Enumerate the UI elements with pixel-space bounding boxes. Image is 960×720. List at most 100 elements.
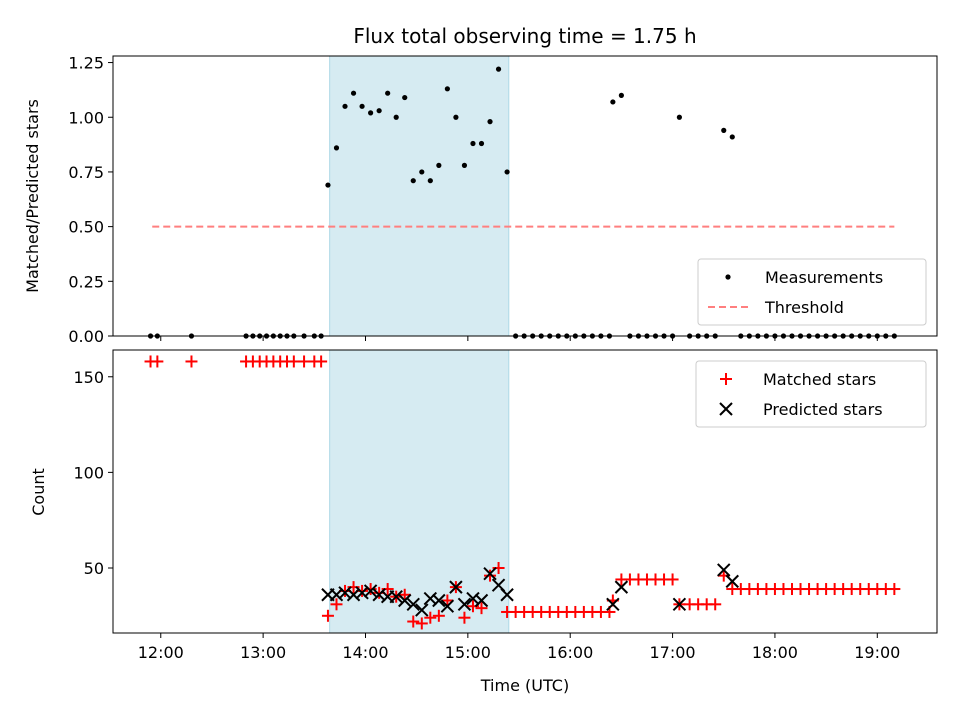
measurement-point (610, 99, 616, 105)
x-tick-label: 19:00 (854, 643, 900, 662)
x-tick-label: 13:00 (240, 643, 286, 662)
measurement-point (359, 103, 365, 109)
matched-star-point (888, 583, 901, 596)
legend-label-measurements: Measurements (765, 268, 883, 287)
legend-label-matched: Matched stars (763, 370, 876, 389)
measurement-point (618, 92, 624, 98)
matched-star-point (424, 611, 437, 624)
legend-marker-matched (720, 373, 732, 385)
measurement-point (495, 66, 502, 72)
matched-star-point (298, 355, 311, 368)
bottom-legend: Matched stars Predicted stars (695, 360, 927, 428)
top-y-tick-label: 1.00 (68, 108, 104, 127)
x-tick-label: 17:00 (650, 643, 696, 662)
top-y-tick-label: 0.75 (68, 163, 104, 182)
top-legend-box (697, 258, 927, 326)
measurement-point (402, 94, 408, 101)
x-axis-label: Time (UTC) (480, 676, 569, 695)
measurement-point (721, 127, 727, 133)
top-y-axis-label: Matched/Predicted stars (23, 99, 42, 293)
predicted-star-point (406, 597, 420, 612)
predicted-star-point (398, 593, 412, 608)
measurement-point (444, 86, 450, 92)
observing-window-shade-bottom (329, 350, 509, 633)
predicted-star-point (606, 597, 620, 612)
measurement-point (436, 162, 442, 168)
matched-star-point (185, 355, 198, 368)
x-tick-label: 12:00 (138, 643, 184, 662)
top-legend: Measurements Threshold (697, 258, 927, 326)
x-tick-label: 14:00 (342, 643, 388, 662)
measurement-point (504, 169, 510, 175)
bottom-y-tick-label: 100 (73, 463, 104, 482)
matched-star-point (432, 609, 445, 622)
predicted-star-point (483, 567, 497, 581)
measurement-point (487, 119, 493, 125)
predicted-star-point (449, 580, 463, 594)
x-tick-label: 18:00 (752, 643, 798, 662)
predicted-star-point (432, 593, 446, 608)
bottom-y-axis-label: Count (29, 468, 48, 516)
chart-title: Flux total observing time = 1.75 h (353, 24, 696, 48)
measurement-point (385, 90, 391, 96)
top-y-tick-label: 0.00 (68, 327, 104, 346)
measurement-point (410, 178, 416, 184)
measurement-point (350, 90, 357, 96)
measurement-point (368, 110, 374, 116)
predicted-star-point (474, 593, 489, 608)
matched-star-point (321, 609, 334, 622)
top-y-tick-label: 0.25 (68, 272, 104, 291)
predicted-star-point (440, 599, 455, 613)
top-y-tick-label: 0.50 (68, 218, 104, 237)
x-tick-label: 15:00 (445, 643, 491, 662)
measurement-point (729, 134, 735, 140)
measurement-point (325, 182, 331, 188)
measurement-point (453, 114, 459, 120)
matched-star-point (398, 588, 411, 601)
measurement-point (376, 108, 382, 114)
matched-star-point (666, 573, 679, 586)
predicted-star-point (457, 597, 472, 612)
matched-star-point (407, 615, 420, 628)
matched-star-point (415, 617, 428, 630)
top-plot-frame (112, 55, 938, 337)
measurement-point (427, 178, 433, 184)
measurement-point (461, 162, 468, 168)
predicted-star-point (672, 597, 687, 612)
top-y-tick-label: 1.25 (68, 54, 104, 73)
matched-star-point (441, 594, 454, 607)
matched-star-point (458, 611, 471, 624)
measurement-point (393, 114, 399, 120)
legend-label-threshold: Threshold (764, 298, 844, 317)
bottom-legend-box (695, 360, 927, 428)
bottom-plot-frame (112, 349, 938, 634)
predicted-star-point (500, 588, 514, 602)
predicted-star-point (725, 574, 739, 589)
measurement-point (333, 145, 340, 151)
legend-marker-measurements (725, 274, 731, 280)
bottom-y-tick-label: 50 (84, 559, 104, 578)
predicted-star-point (614, 580, 629, 594)
legend-label-predicted: Predicted stars (763, 400, 883, 419)
measurement-point (478, 140, 485, 147)
x-tick-label: 16:00 (547, 643, 593, 662)
matched-star-point (330, 598, 343, 611)
predicted-star-point (717, 563, 731, 577)
count-panel: 50 100 150 12:00 13:00 14:00 15:00 16:00 17:00 18… (29, 349, 938, 695)
predicted-star-point (415, 603, 429, 617)
predicted-star-point (389, 589, 403, 604)
measurement-point (676, 114, 682, 120)
matched-star-point (287, 355, 300, 368)
bottom-y-tick-label: 150 (73, 368, 104, 387)
measurement-point (342, 103, 348, 109)
matched-star-point (475, 602, 488, 615)
matched-star-point (484, 569, 497, 582)
observing-window-shade-top (329, 56, 509, 336)
ratio-panel: 0.00 0.25 0.50 0.75 1.00 1.25 Matched/Predict… (23, 54, 938, 346)
legend-marker-predicted (719, 402, 733, 416)
measurement-point (470, 140, 476, 147)
measurement-point (419, 169, 425, 175)
predicted-star-point (363, 584, 378, 598)
matched-star-point (315, 355, 328, 368)
